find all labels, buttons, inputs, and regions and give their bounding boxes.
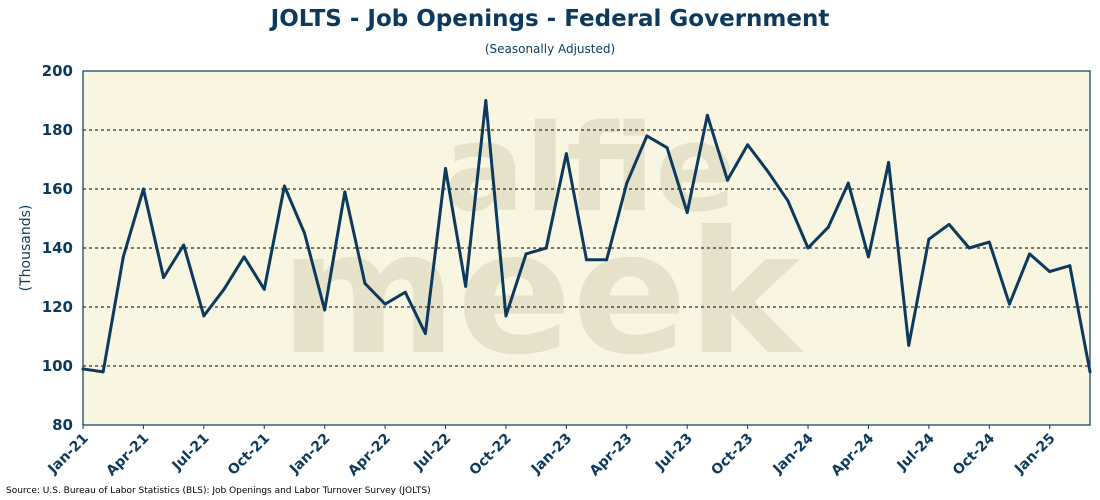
- data-point: [182, 243, 186, 247]
- data-point: [101, 370, 105, 374]
- data-point: [867, 255, 870, 259]
- data-point: [726, 178, 729, 182]
- data-point: [343, 190, 347, 194]
- data-point: [605, 258, 609, 262]
- x-axis-ticks: Jan-21 Apr-21 Jul-21 Oct-21 Jan-22 Apr-22 Jul-…: [45, 425, 1059, 479]
- data-point: [947, 223, 951, 226]
- data-point: [484, 99, 488, 102]
- data-point: [504, 314, 508, 318]
- x-tick-label: Jan-23: [528, 431, 575, 478]
- data-point: [544, 246, 548, 250]
- x-tick-label: Apr-24: [828, 430, 877, 479]
- y-tick-label: 180: [42, 121, 73, 139]
- series-group: [81, 99, 1092, 374]
- x-tick-label: Jan-21: [45, 431, 92, 478]
- data-point: [746, 143, 750, 147]
- data-point: [222, 287, 226, 291]
- data-point: [283, 184, 286, 188]
- data-point: [806, 246, 810, 250]
- data-point: [625, 181, 629, 185]
- data-point: [1008, 302, 1011, 306]
- data-point: [665, 146, 669, 150]
- x-tick-label: Apr-23: [587, 431, 636, 480]
- x-tick-label: Jan-24: [770, 430, 817, 477]
- data-point: [403, 290, 407, 294]
- data-point: [1068, 264, 1072, 268]
- data-point: [464, 284, 468, 288]
- y-tick-label: 160: [42, 180, 73, 198]
- data-point: [423, 332, 427, 335]
- data-point: [705, 113, 709, 117]
- chart-subtitle: (Seasonally Adjusted): [484, 42, 616, 56]
- x-tick-label: Apr-21: [103, 431, 152, 480]
- y-tick-label: 140: [42, 239, 73, 257]
- x-tick-label: Jan-22: [286, 431, 333, 478]
- data-point: [323, 308, 327, 312]
- x-tick-label: Oct-21: [225, 431, 273, 479]
- data-point: [242, 255, 246, 259]
- data-point: [1028, 252, 1031, 256]
- data-point: [81, 367, 85, 371]
- watermark: alfie meek: [280, 100, 805, 393]
- data-point: [262, 287, 266, 291]
- plot-background: [83, 71, 1090, 425]
- data-point: [363, 282, 367, 285]
- y-tick-label: 80: [52, 416, 73, 434]
- y-axis-label: (Thousands): [18, 205, 34, 292]
- plot-border: [82, 70, 1091, 426]
- data-point: [685, 211, 689, 215]
- x-tick-label: Jul-22: [410, 431, 454, 475]
- x-tick-label: Jul-24: [894, 430, 938, 474]
- x-tick-label: Jul-23: [652, 431, 696, 475]
- data-point: [303, 231, 306, 235]
- data-point: [564, 152, 568, 156]
- x-tick-label: Jul-21: [169, 431, 213, 475]
- data-point: [383, 302, 387, 306]
- watermark-text-2: meek: [280, 195, 805, 393]
- data-point: [1048, 270, 1052, 273]
- data-point: [907, 343, 911, 347]
- data-point: [887, 161, 890, 164]
- data-point: [846, 181, 850, 185]
- y-tick-label: 120: [42, 298, 73, 316]
- data-point: [645, 134, 649, 138]
- x-tick-label: Jan-25: [1011, 431, 1058, 478]
- y-tick-label: 100: [42, 357, 73, 375]
- data-point: [162, 276, 165, 279]
- data-point: [987, 240, 991, 244]
- data-point: [927, 237, 931, 241]
- data-point: [1088, 370, 1092, 374]
- data-point: [766, 169, 770, 173]
- data-point: [585, 258, 588, 262]
- source-note: Source: U.S. Bureau of Labor Statistics …: [6, 486, 431, 496]
- data-point: [202, 314, 206, 318]
- data-point: [121, 255, 125, 259]
- data-point: [524, 252, 528, 256]
- data-point: [967, 246, 971, 250]
- y-axis-ticks: 80 100 120 140 160 180 200: [42, 62, 73, 434]
- x-tick-label: Oct-24: [950, 430, 998, 478]
- data-point: [786, 199, 790, 203]
- data-point: [826, 225, 830, 229]
- x-tick-label: Oct-23: [708, 431, 756, 479]
- chart-title: JOLTS - Job Openings - Federal Governmen…: [270, 6, 830, 32]
- x-tick-label: Oct-22: [467, 431, 515, 479]
- x-tick-label: Apr-22: [345, 431, 394, 480]
- data-point: [142, 187, 145, 191]
- data-point: [444, 166, 447, 170]
- y-tick-label: 200: [42, 62, 73, 80]
